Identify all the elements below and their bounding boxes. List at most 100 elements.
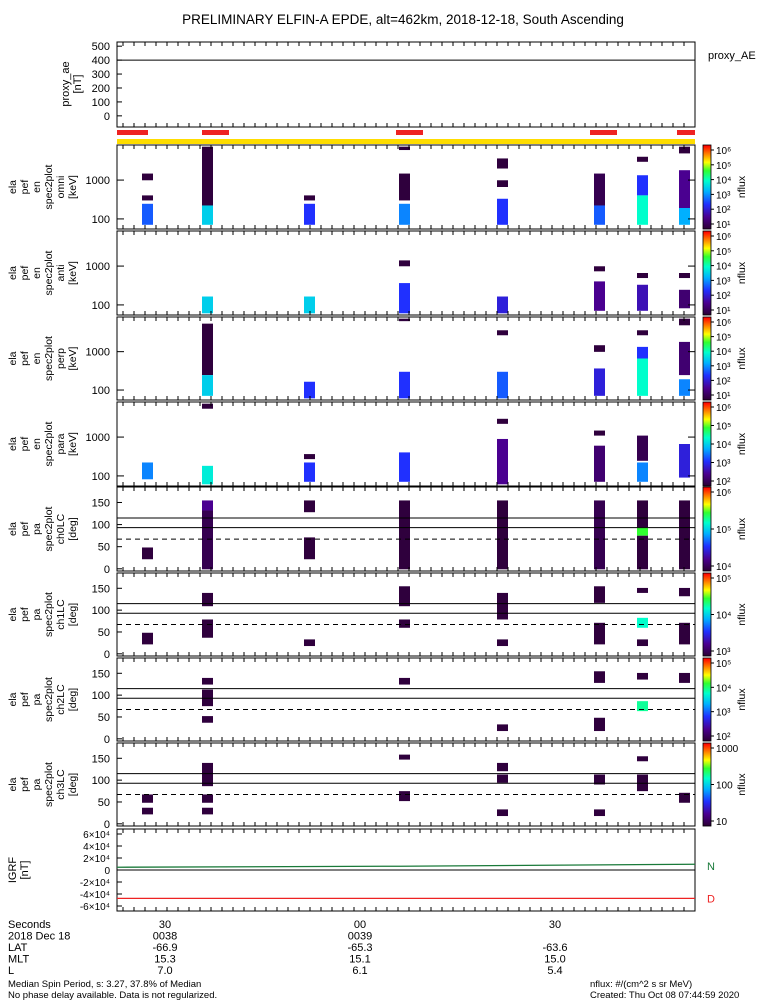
colorbar-slice [703, 520, 711, 522]
colorbar-slice [703, 235, 711, 237]
colorbar-slice [703, 752, 711, 754]
pitch-angle-ytick-label: 50 [98, 712, 110, 724]
colorbar-slice [703, 409, 711, 411]
colorbar-slice [703, 673, 711, 675]
colorbar-slice [703, 378, 711, 380]
colorbar-slice [703, 605, 711, 607]
colorbar-slice [703, 274, 711, 276]
colorbar-slice [703, 360, 711, 362]
colorbar-slice [703, 804, 711, 806]
colorbar-slice [703, 491, 711, 493]
spectrogram-cell [497, 418, 508, 424]
colorbar-label: nflux [736, 517, 748, 540]
panel-ylabel: en [31, 353, 43, 365]
colorbar-slice [703, 328, 711, 330]
colorbar-slice [703, 157, 711, 159]
colorbar-slice [703, 806, 711, 808]
colorbar-slice [703, 337, 711, 339]
colorbar-slice [703, 238, 711, 240]
colorbar-label: nflux [736, 603, 748, 626]
spectrogram-cell [637, 462, 648, 482]
colorbar-slice [703, 309, 711, 311]
spectrogram-cell [497, 639, 508, 647]
colorbar-slice [703, 199, 711, 201]
colorbar-slice [703, 376, 711, 378]
colorbar-slice [703, 243, 711, 245]
colorbar-slice [703, 593, 711, 595]
colorbar-slice [703, 529, 711, 531]
colorbar-slice [703, 678, 711, 680]
colorbar-slice [703, 402, 711, 404]
colorbar-slice [703, 420, 711, 422]
colorbar-slice [703, 502, 711, 504]
colorbar-slice [703, 676, 711, 678]
colorbar-slice [703, 574, 711, 576]
colorbar-slice [703, 553, 711, 555]
colorbar-slice [703, 445, 711, 447]
colorbar-slice [703, 530, 711, 532]
colorbar-slice [703, 321, 711, 323]
colorbar-slice [703, 482, 711, 484]
colorbar-slice [703, 453, 711, 455]
colorbar-slice [703, 464, 711, 466]
colorbar-slice [703, 330, 711, 332]
colorbar-slice [703, 759, 711, 761]
spectrogram-cell [497, 809, 508, 817]
colorbar-slice [703, 629, 711, 631]
pitch-angle-ytick-label: 100 [92, 605, 110, 617]
colorbar-slice [703, 373, 711, 375]
colorbar-slice [703, 796, 711, 798]
spectrogram-cell [399, 318, 410, 322]
colorbar-slice [703, 653, 711, 655]
colorbar-tick-label: 10³ [716, 362, 731, 373]
proxy-ae-ytick-label: 300 [92, 69, 110, 81]
panel-ylabel: pef [19, 437, 31, 452]
colorbar-slice [703, 525, 711, 527]
colorbar-slice [703, 639, 711, 641]
igrf-ylabel: IGRF [7, 857, 19, 884]
colorbar-tick-label: 10⁵ [716, 161, 731, 172]
colorbar-slice [703, 428, 711, 430]
colorbar-slice [703, 263, 711, 265]
colorbar-slice [703, 566, 711, 568]
colorbar-slice [703, 640, 711, 642]
colorbar-slice [703, 710, 711, 712]
colorbar-slice [703, 382, 711, 384]
panel-ylabel: pef [19, 777, 31, 792]
colorbar-slice [703, 431, 711, 433]
colorbar-slice [703, 207, 711, 209]
colorbar-slice [703, 699, 711, 701]
spectrogram-cell [497, 592, 508, 620]
colorbar-slice [703, 364, 711, 366]
colorbar-slice [703, 533, 711, 535]
panel-ylabel: pa [31, 779, 43, 791]
colorbar-slice [703, 184, 711, 186]
colorbar-slice [703, 596, 711, 598]
colorbar-slice [703, 719, 711, 721]
colorbar-slice [703, 504, 711, 506]
colorbar-slice [703, 663, 711, 665]
colorbar-slice [703, 599, 711, 601]
colorbar-slice [703, 582, 711, 584]
data-status-marker [677, 130, 695, 135]
spectrogram-cell [497, 198, 508, 225]
colorbar-slice [703, 650, 711, 652]
spectrogram-panel-frame [116, 742, 696, 827]
spectrogram-cell [399, 203, 410, 225]
colorbar-slice [703, 203, 711, 205]
colorbar-slice [703, 802, 711, 804]
proxy-ae-ytick-label: 400 [92, 55, 110, 67]
colorbar-slice [703, 161, 711, 163]
colorbar-slice [703, 507, 711, 509]
colorbar-slice [703, 511, 711, 513]
colorbar-slice [703, 282, 711, 284]
colorbar-slice [703, 393, 711, 395]
colorbar-slice [703, 297, 711, 299]
colorbar-slice [703, 646, 711, 648]
igrf-ytick-label: -4×10⁴ [80, 890, 110, 901]
spectrogram-cell [679, 341, 690, 376]
colorbar-slice [703, 483, 711, 485]
colorbar-slice [703, 202, 711, 204]
colorbar-slice [703, 150, 711, 152]
spectrogram-cell [202, 807, 213, 815]
